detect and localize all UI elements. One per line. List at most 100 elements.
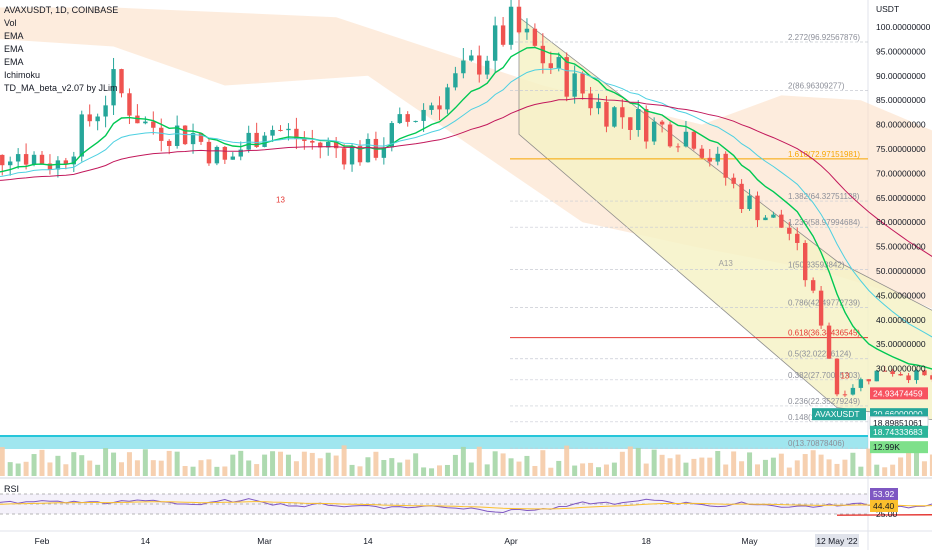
candle-body: [15, 154, 21, 162]
volume-bar: [421, 467, 427, 476]
volume-bar: [874, 464, 880, 476]
date-tick-1: 14: [141, 536, 151, 546]
volume-bar: [627, 446, 633, 476]
candle-body: [866, 379, 871, 382]
candle-body: [540, 45, 546, 64]
volume-bar: [150, 460, 156, 476]
ema-fast: [0, 67, 932, 338]
volume-bar: [683, 462, 689, 476]
volume-bar: [63, 464, 69, 476]
volume-bar: [858, 466, 864, 476]
candle-body: [477, 55, 482, 75]
candle-body: [492, 25, 498, 61]
rsi-value-1: 44.40: [873, 501, 895, 511]
volume-bar: [278, 451, 283, 476]
fib-label-4: 1.236(58.97994684): [788, 218, 860, 227]
fib-label-8: 0.5(32.02236124): [788, 350, 852, 359]
volume-bar: [182, 466, 188, 476]
price-tick-5: 75.00000000: [876, 144, 926, 154]
indicator-ema-3[interactable]: EMA: [4, 57, 24, 67]
volume-bar: [230, 454, 236, 476]
candle-body: [850, 387, 856, 395]
candle-body: [174, 125, 180, 146]
price-tag-6: 12.99K: [873, 442, 900, 452]
date-tick-0: Feb: [35, 536, 50, 546]
candle-body: [874, 370, 879, 382]
volume-bar: [134, 460, 140, 476]
candle-body: [834, 358, 840, 395]
candle-body: [675, 146, 681, 148]
td-marker-0: 13: [276, 196, 285, 205]
volume-bar: [556, 460, 562, 476]
volume-bar: [71, 452, 77, 476]
candle-body: [548, 63, 553, 69]
fib-label-3: 1.382(64.32751138): [788, 192, 860, 201]
volume-bar: [643, 463, 649, 476]
volume-bar: [142, 449, 148, 476]
candle-body: [278, 129, 283, 131]
volume-bar: [119, 462, 124, 476]
volume-bar: [619, 451, 625, 476]
volume-bar: [365, 457, 371, 476]
volume-bar: [699, 457, 705, 476]
volume-bar: [429, 468, 435, 476]
candle-body: [858, 379, 864, 388]
candle-body: [206, 141, 212, 164]
volume-bar: [850, 452, 856, 476]
candle-body: [691, 131, 697, 149]
candle-body: [826, 325, 832, 359]
candle-body: [572, 73, 577, 97]
price-tick-14: 30.00000000: [876, 364, 926, 374]
volume-bar: [39, 449, 45, 476]
candle-body: [63, 160, 69, 165]
candle-body: [930, 375, 932, 380]
price-tick-2: 90.00000000: [876, 71, 926, 81]
candle-body: [254, 132, 259, 147]
indicator-vol[interactable]: Vol: [4, 18, 17, 28]
volume-bar: [890, 464, 896, 476]
rsi-tick-1: 25.00: [876, 509, 898, 519]
volume-bar: [174, 451, 180, 476]
date-tick-6: May: [742, 536, 759, 546]
axis-currency: USDT: [876, 4, 899, 14]
price-tag-1: AVAXUSDT: [815, 409, 860, 419]
fib-label-6: 0.786(42.49772739): [788, 299, 860, 308]
volume-bar: [914, 451, 919, 476]
candle-body: [803, 242, 808, 281]
candle-body: [747, 195, 752, 210]
candle-body: [143, 121, 148, 124]
fib-label-11: 0.148(19.1: [788, 413, 827, 422]
volume-bar: [667, 458, 673, 476]
candle-body: [612, 107, 617, 127]
indicator-ema-1[interactable]: EMA: [4, 31, 24, 41]
candle-body: [294, 128, 299, 140]
candle-body: [119, 69, 124, 94]
candle-body: [405, 114, 410, 122]
volume-bar: [659, 454, 665, 476]
indicator-td-ma[interactable]: TD_MA_beta_v2.07 by JLim: [4, 83, 118, 93]
volume-bar: [95, 464, 101, 476]
price-tick-3: 85.00000000: [876, 95, 926, 105]
price-tick-9: 55.00000000: [876, 242, 926, 252]
volume-bar: [611, 462, 617, 476]
price-tag-bg-6: [870, 441, 928, 454]
volume-bar: [103, 448, 109, 476]
td-marker-1: 13: [840, 371, 849, 380]
candle-body: [262, 135, 267, 147]
candle-body: [810, 280, 816, 291]
volume-bar: [349, 464, 355, 476]
candle-body: [103, 105, 108, 117]
chart-title: AVAXUSDT, 1D, COINBASE: [4, 5, 119, 15]
candle-body: [214, 146, 220, 164]
rsi-label[interactable]: RSI: [4, 484, 20, 494]
candle-body: [381, 147, 387, 158]
fib-label-10: 0.236(22.35279249): [788, 397, 860, 406]
indicator-ema-2[interactable]: EMA: [4, 44, 24, 54]
candle-body: [79, 114, 84, 157]
candle-body: [365, 138, 371, 163]
indicator-ichimoku[interactable]: Ichimoku: [4, 70, 41, 80]
candles: [0, 0, 932, 397]
fib-label-9: 0.382(27.70035703): [788, 371, 860, 380]
